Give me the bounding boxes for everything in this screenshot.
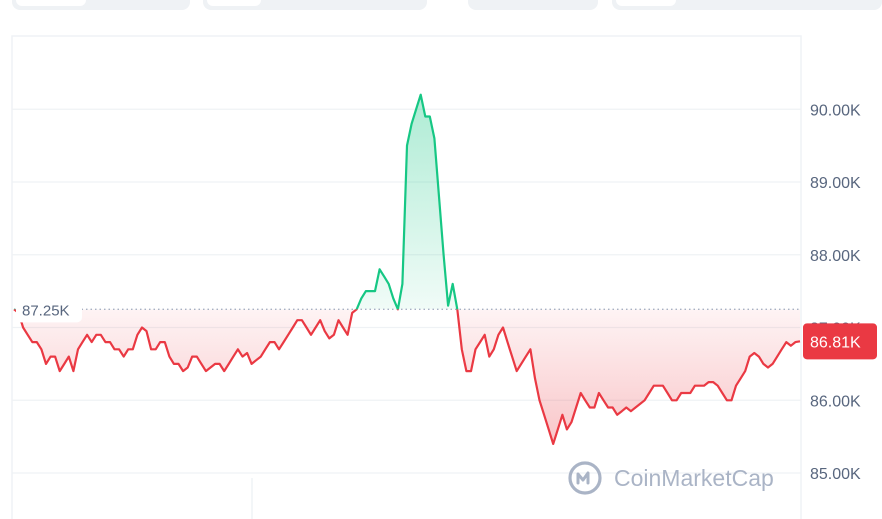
y-tick-label: 89.00K [810,175,861,192]
chart-options-tab-group[interactable] [612,0,882,10]
reference-value-label: 87.25K [22,302,70,319]
price-area-above-reference [14,94,800,310]
chart-type-tab-group[interactable] [468,0,598,10]
time-range-tab-active-2[interactable] [207,0,261,6]
y-tick-label: 90.00K [810,102,861,119]
price-line [13,93,801,445]
time-range-tab-group-1[interactable] [12,0,190,10]
current-price-badge [803,323,877,360]
y-tick-label: 88.00K [810,248,861,265]
time-range-tab-active-1[interactable] [16,0,86,6]
reference-label-background [16,296,82,323]
reference-label: 87.25K [16,296,82,323]
current-price-value: 86.81K [810,334,861,351]
plot-frame [11,35,802,519]
price-line-above-reference [13,93,459,310]
watermark: CoinMarketCap [568,461,774,495]
price-area [14,94,800,444]
y-tick-label: 86.00K [810,393,861,410]
chart-options-tab-active[interactable] [616,0,676,6]
price-area-below-reference [14,309,800,444]
coinmarketcap-logo-icon [568,461,602,495]
watermark-text: CoinMarketCap [614,465,774,491]
current-price-label: 86.81K [803,323,877,360]
time-range-tab-group-2[interactable] [203,0,427,10]
y-tick-label: 85.00K [810,466,861,483]
price-line-below-reference [13,309,801,445]
